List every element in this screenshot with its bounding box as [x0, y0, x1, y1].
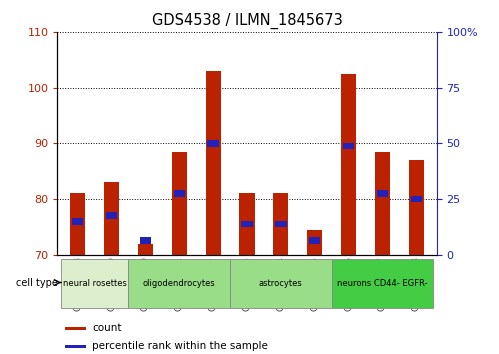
Text: count: count — [92, 324, 122, 333]
Bar — [172, 152, 187, 255]
Bar — [65, 327, 86, 330]
Bar — [61, 258, 129, 308]
Text: neural rosettes: neural rosettes — [63, 279, 127, 287]
Bar — [377, 190, 388, 197]
Text: oligodendrocytes: oligodendrocytes — [143, 279, 216, 287]
Bar — [138, 244, 153, 255]
Text: cell type: cell type — [16, 278, 58, 287]
Bar — [240, 193, 254, 255]
Bar — [206, 71, 221, 255]
Bar — [140, 238, 151, 244]
Bar — [273, 193, 288, 255]
Bar — [375, 152, 390, 255]
Bar — [341, 74, 356, 255]
Bar — [65, 345, 86, 348]
Bar — [70, 193, 85, 255]
Title: GDS4538 / ILMN_1845673: GDS4538 / ILMN_1845673 — [152, 13, 342, 29]
Bar — [104, 182, 119, 255]
Text: percentile rank within the sample: percentile rank within the sample — [92, 342, 268, 352]
Bar — [230, 258, 332, 308]
Bar — [275, 221, 286, 227]
Bar — [174, 190, 185, 197]
Bar — [208, 140, 219, 147]
Bar — [409, 160, 424, 255]
Bar — [106, 212, 117, 219]
Bar — [332, 258, 433, 308]
Bar — [129, 258, 230, 308]
Bar — [309, 238, 320, 244]
Bar — [307, 230, 322, 255]
Text: astrocytes: astrocytes — [259, 279, 303, 287]
Bar — [72, 218, 83, 224]
Bar — [411, 196, 422, 202]
Bar — [242, 221, 252, 227]
Bar — [343, 143, 354, 149]
Text: neurons CD44- EGFR-: neurons CD44- EGFR- — [337, 279, 428, 287]
